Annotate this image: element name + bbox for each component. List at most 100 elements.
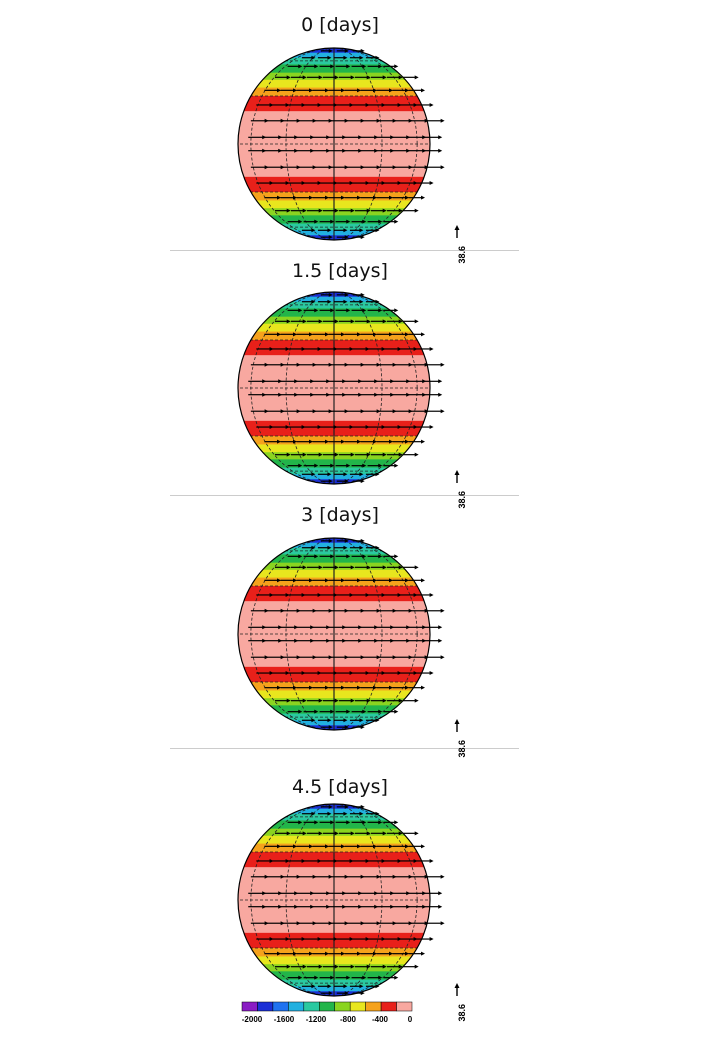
wind-arrowhead <box>278 625 283 630</box>
wind-arrowhead <box>280 608 285 613</box>
wind-arrowhead <box>325 578 330 583</box>
wind-arrowhead <box>440 874 445 879</box>
wind-arrowhead <box>422 625 427 630</box>
wind-arrowhead <box>392 165 397 170</box>
wind-arrowhead <box>346 64 351 69</box>
wind-arrowhead <box>328 538 333 543</box>
wind-arrowhead <box>317 425 322 430</box>
wind-arrowhead <box>359 228 364 233</box>
wind-arrowhead <box>344 608 349 613</box>
wind-arrowhead <box>398 565 403 570</box>
wind-arrowhead <box>414 319 419 324</box>
wind-vectors <box>248 48 445 240</box>
wind-arrowhead <box>406 148 411 153</box>
globe-map-3 <box>237 803 445 997</box>
wind-arrowhead <box>373 88 378 93</box>
wind-arrowhead <box>358 891 363 896</box>
wind-arrowhead <box>397 346 402 351</box>
wind-arrowhead <box>343 545 348 550</box>
wind-arrowhead <box>378 709 383 714</box>
wind-arrowhead <box>389 88 394 93</box>
wind-arrowhead <box>312 362 317 367</box>
wind-arrowhead <box>373 578 378 583</box>
wind-arrowhead <box>277 195 282 200</box>
wind-arrowhead <box>278 638 283 643</box>
wind-arrowhead <box>405 332 410 337</box>
wind-arrowhead <box>310 625 315 630</box>
wind-arrowhead <box>350 452 355 457</box>
wind-arrowhead <box>406 135 411 140</box>
wind-arrowhead <box>362 554 367 559</box>
wind-arrowhead <box>298 219 303 224</box>
wind-arrowhead <box>314 463 319 468</box>
wind-arrowhead <box>334 831 339 836</box>
wind-arrowhead <box>318 831 323 836</box>
wind-arrowhead <box>298 308 303 313</box>
wind-arrowhead <box>381 937 386 942</box>
wind-arrowhead <box>374 638 379 643</box>
wind-arrowhead <box>330 64 335 69</box>
wind-arrowhead <box>333 181 338 186</box>
wind-arrowhead <box>350 565 355 570</box>
wind-arrowhead <box>301 592 306 597</box>
wind-arrowhead <box>421 685 426 690</box>
wind-arrowhead <box>438 135 443 140</box>
wind-arrowhead <box>328 48 333 53</box>
wind-arrowhead <box>438 625 443 630</box>
wind-arrowhead <box>405 844 410 849</box>
wind-arrowhead <box>406 379 411 384</box>
wind-arrowhead <box>389 951 394 956</box>
wind-arrowhead <box>325 685 330 690</box>
wind-arrowhead <box>373 439 378 444</box>
wind-arrowhead <box>328 362 333 367</box>
wind-arrowhead <box>349 102 354 107</box>
wind-arrowhead <box>343 472 348 477</box>
wind-arrowhead <box>421 951 426 956</box>
wind-arrowhead <box>294 625 299 630</box>
wind-arrowhead <box>310 135 315 140</box>
wind-arrowhead <box>349 671 354 676</box>
wind-arrowhead <box>390 135 395 140</box>
wind-arrowhead <box>438 904 443 909</box>
meridian-line <box>285 804 383 996</box>
wind-arrowhead <box>422 638 427 643</box>
wind-arrowhead <box>311 299 316 304</box>
wind-arrowhead <box>357 951 362 956</box>
wind-arrowhead <box>422 891 427 896</box>
wind-arrowhead <box>262 392 267 397</box>
wind-arrowhead <box>269 671 274 676</box>
wind-arrowhead <box>286 452 291 457</box>
wind-arrowhead <box>374 891 379 896</box>
wind-arrowhead <box>392 874 397 879</box>
wind-arrowhead <box>440 118 445 123</box>
wind-arrowhead <box>373 685 378 690</box>
wind-arrowhead <box>394 820 399 825</box>
colorbar-swatch <box>303 1001 320 1012</box>
wind-arrowhead <box>341 951 346 956</box>
wind-arrowhead <box>262 148 267 153</box>
wind-arrowhead <box>277 88 282 93</box>
wind-arrowhead <box>390 891 395 896</box>
wind-arrowhead <box>359 984 364 989</box>
colorbar-swatch <box>334 1001 351 1012</box>
wind-arrowhead <box>278 904 283 909</box>
wind-arrowhead <box>294 392 299 397</box>
globe-map-1 <box>237 291 445 485</box>
wind-arrowhead <box>278 392 283 397</box>
wind-arrowhead <box>341 685 346 690</box>
wind-arrowhead <box>285 425 290 430</box>
colorbar-tick-label: 0 <box>408 1015 413 1024</box>
wind-arrowhead <box>374 135 379 140</box>
globe-outline <box>237 47 431 241</box>
wind-arrowhead <box>405 195 410 200</box>
wind-arrowhead <box>429 102 434 107</box>
wind-arrowhead <box>414 565 419 570</box>
wind-arrowhead <box>359 472 364 477</box>
wind-arrowhead <box>357 578 362 583</box>
wind-arrowhead <box>341 195 346 200</box>
wind-arrowhead <box>326 904 331 909</box>
wind-arrowhead <box>378 463 383 468</box>
wind-arrowhead <box>408 409 413 414</box>
wind-arrowhead <box>405 578 410 583</box>
wind-arrowhead <box>326 148 331 153</box>
